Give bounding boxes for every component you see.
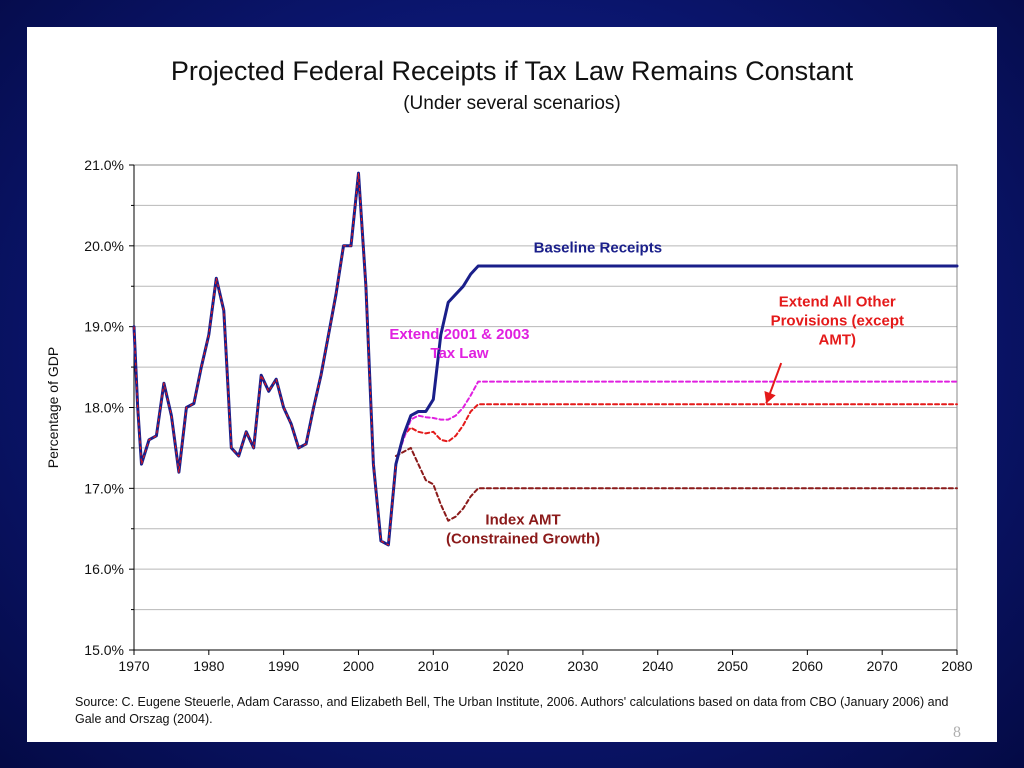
label-index-amt: Index AMT (485, 512, 560, 529)
source-note: Source: C. Eugene Steuerle, Adam Carasso… (75, 695, 949, 726)
series-line-2 (394, 403, 958, 466)
label-baseline-receipts: Baseline Receipts (534, 239, 662, 256)
x-tick-label: 2060 (792, 658, 823, 674)
x-tick-label: 2010 (418, 658, 449, 674)
y-tick-label: 17.0% (84, 480, 124, 496)
x-tick-label: 2070 (867, 658, 898, 674)
series-line-3 (394, 446, 958, 522)
slide-title: Projected Federal Receipts if Tax Law Re… (170, 56, 854, 86)
label-extend-all-other: AMT) (819, 331, 857, 348)
x-tick-label: 1990 (268, 658, 299, 674)
x-tick-label: 1970 (118, 658, 149, 674)
series-line-1 (394, 380, 958, 466)
y-tick-label: 16.0% (84, 561, 124, 577)
page-number: 8 (953, 724, 961, 741)
x-tick-label: 2080 (941, 658, 972, 674)
historical-overlay-line (133, 172, 397, 546)
slide-subtitle: (Under several scenarios) (403, 93, 621, 114)
y-tick-label: 21.0% (84, 157, 124, 173)
receipts-chart: 15.0% 16.0% 17.0% 18.0% 19.0% 20.0% 21.0% 1970 1… (45, 157, 973, 674)
y-tick-label: 18.0% (84, 400, 124, 416)
x-tick-label: 2050 (717, 658, 748, 674)
slide: Projected Federal Receipts if Tax Law Re… (27, 27, 997, 742)
y-tick-label: 19.0% (84, 319, 124, 335)
label-extend-2001-2003: Tax Law (430, 345, 488, 362)
x-tick-label: 2020 (493, 658, 524, 674)
y-tick-label: 20.0% (84, 238, 124, 254)
label-extend-all-other: Provisions (except (771, 312, 904, 329)
x-tick-label: 2040 (642, 658, 673, 674)
label-index-amt: (Constrained Growth) (446, 531, 600, 548)
x-tick-label: 2000 (343, 658, 374, 674)
label-extend-all-other: Extend All Other (779, 293, 896, 310)
x-tick-label: 2030 (567, 658, 598, 674)
label-extend-2001-2003: Extend 2001 & 2003 (389, 326, 529, 343)
y-tick-label: 15.0% (84, 642, 124, 658)
x-tick-label: 1980 (193, 658, 224, 674)
y-axis-label: Percentage of GDP (45, 347, 61, 468)
annotation-arrow-head (764, 391, 776, 404)
